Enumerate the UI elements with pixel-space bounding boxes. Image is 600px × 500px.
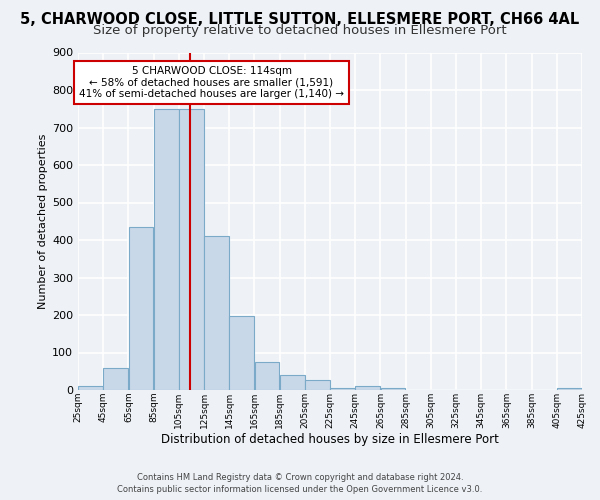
Bar — [103, 368, 128, 390]
Bar — [557, 388, 582, 390]
Y-axis label: Number of detached properties: Number of detached properties — [38, 134, 48, 309]
Bar — [204, 236, 229, 390]
Bar — [78, 386, 103, 390]
X-axis label: Distribution of detached houses by size in Ellesmere Port: Distribution of detached houses by size … — [161, 434, 499, 446]
Bar — [330, 388, 355, 390]
Bar — [254, 362, 280, 390]
Bar — [305, 380, 330, 390]
Text: 5 CHARWOOD CLOSE: 114sqm
← 58% of detached houses are smaller (1,591)
41% of sem: 5 CHARWOOD CLOSE: 114sqm ← 58% of detach… — [79, 66, 344, 99]
Bar — [355, 386, 380, 390]
Bar — [380, 388, 406, 390]
Bar — [229, 316, 254, 390]
Bar — [280, 375, 305, 390]
Text: 5, CHARWOOD CLOSE, LITTLE SUTTON, ELLESMERE PORT, CH66 4AL: 5, CHARWOOD CLOSE, LITTLE SUTTON, ELLESM… — [20, 12, 580, 28]
Text: Contains HM Land Registry data © Crown copyright and database right 2024.
Contai: Contains HM Land Registry data © Crown c… — [118, 472, 482, 494]
Bar — [128, 227, 154, 390]
Bar — [154, 109, 179, 390]
Bar — [179, 109, 204, 390]
Text: Size of property relative to detached houses in Ellesmere Port: Size of property relative to detached ho… — [93, 24, 507, 37]
